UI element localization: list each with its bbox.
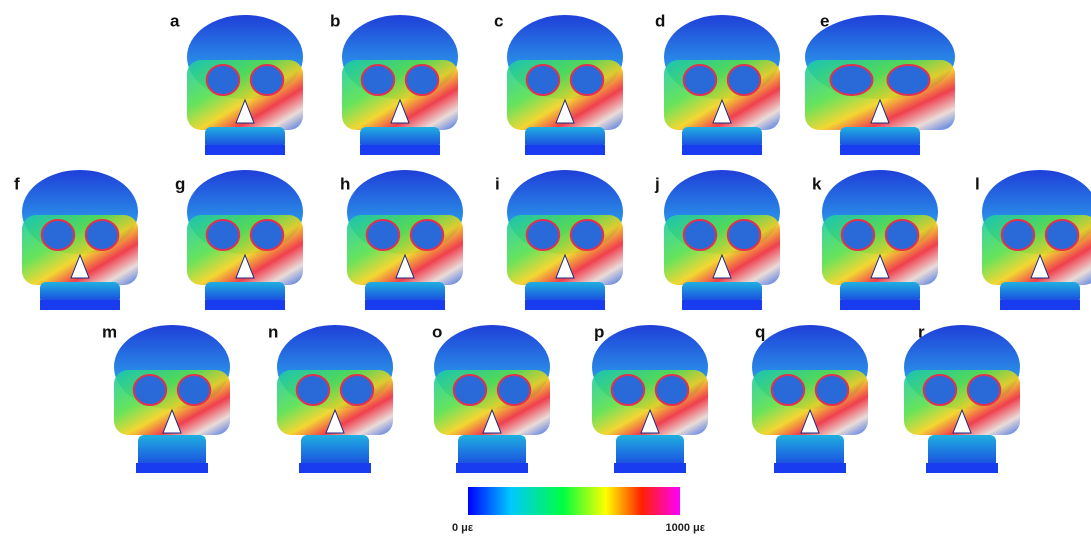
skull xyxy=(187,15,303,155)
skull xyxy=(592,325,708,473)
orbit xyxy=(684,65,716,95)
orbit xyxy=(772,375,804,405)
orbit xyxy=(571,65,603,95)
teeth xyxy=(840,300,920,310)
teeth xyxy=(205,145,285,155)
skull xyxy=(805,15,955,155)
panel-label: d xyxy=(655,11,665,30)
panel-label: o xyxy=(432,322,442,341)
orbit xyxy=(816,375,848,405)
orbit xyxy=(656,375,688,405)
panel-label: b xyxy=(330,11,340,30)
orbit xyxy=(251,220,283,250)
orbit xyxy=(831,65,873,95)
skull xyxy=(114,325,230,473)
panel-label: e xyxy=(820,11,829,30)
panel-label: q xyxy=(755,322,765,341)
teeth xyxy=(456,463,528,473)
teeth xyxy=(926,463,998,473)
teeth xyxy=(525,145,605,155)
panel-label: g xyxy=(175,174,185,193)
orbit xyxy=(1046,220,1078,250)
page: {"panels": [ {"label": "a"}, {"label": "… xyxy=(0,0,1091,537)
panel-label: h xyxy=(340,174,350,193)
skull xyxy=(982,170,1091,310)
orbit xyxy=(968,375,1000,405)
teeth xyxy=(136,463,208,473)
orbit xyxy=(888,65,930,95)
skull xyxy=(664,15,780,155)
orbit xyxy=(684,220,716,250)
teeth xyxy=(299,463,371,473)
orbit xyxy=(207,65,239,95)
teeth xyxy=(525,300,605,310)
orbit xyxy=(571,220,603,250)
orbit xyxy=(251,65,283,95)
skull xyxy=(822,170,938,310)
colorbar-min-label: 0 με xyxy=(452,522,474,534)
teeth xyxy=(205,300,285,310)
orbit xyxy=(42,220,74,250)
orbit xyxy=(341,375,373,405)
orbit xyxy=(362,65,394,95)
orbit xyxy=(178,375,210,405)
teeth xyxy=(682,300,762,310)
teeth xyxy=(1000,300,1080,310)
panel-label: j xyxy=(654,174,660,193)
orbit xyxy=(134,375,166,405)
orbit xyxy=(886,220,918,250)
orbit xyxy=(367,220,399,250)
panel-label: f xyxy=(14,174,20,193)
teeth xyxy=(840,145,920,155)
orbit xyxy=(842,220,874,250)
skull xyxy=(22,170,138,310)
teeth xyxy=(365,300,445,310)
panel-label: p xyxy=(594,322,604,341)
panel-label: r xyxy=(918,322,925,341)
skull xyxy=(507,170,623,310)
orbit xyxy=(612,375,644,405)
panel-label: c xyxy=(494,11,503,30)
orbit xyxy=(527,220,559,250)
orbit xyxy=(924,375,956,405)
teeth xyxy=(614,463,686,473)
skull xyxy=(277,325,393,473)
panel-label: m xyxy=(102,322,117,341)
panel-label: n xyxy=(268,322,278,341)
figure: 0 με 1000 με a b c d e f g h i j k l m n o p q r xyxy=(0,0,1091,537)
orbit xyxy=(454,375,486,405)
panel-label: a xyxy=(170,11,180,30)
orbit xyxy=(297,375,329,405)
orbit xyxy=(406,65,438,95)
orbit xyxy=(411,220,443,250)
skull xyxy=(507,15,623,155)
skull xyxy=(342,15,458,155)
skull xyxy=(187,170,303,310)
panel-label: k xyxy=(812,174,822,193)
skull xyxy=(664,170,780,310)
orbit xyxy=(728,220,760,250)
teeth xyxy=(40,300,120,310)
colorbar xyxy=(468,487,680,515)
teeth xyxy=(360,145,440,155)
teeth xyxy=(774,463,846,473)
orbit xyxy=(86,220,118,250)
skull xyxy=(752,325,868,473)
skull xyxy=(904,325,1020,473)
orbit xyxy=(527,65,559,95)
orbit xyxy=(728,65,760,95)
orbit xyxy=(1002,220,1034,250)
panel-label: l xyxy=(975,174,980,193)
panel-label: i xyxy=(495,174,500,193)
skull xyxy=(347,170,463,310)
orbit xyxy=(207,220,239,250)
colorbar-max-label: 1000 με xyxy=(666,522,706,534)
skull xyxy=(434,325,550,473)
teeth xyxy=(682,145,762,155)
orbit xyxy=(498,375,530,405)
